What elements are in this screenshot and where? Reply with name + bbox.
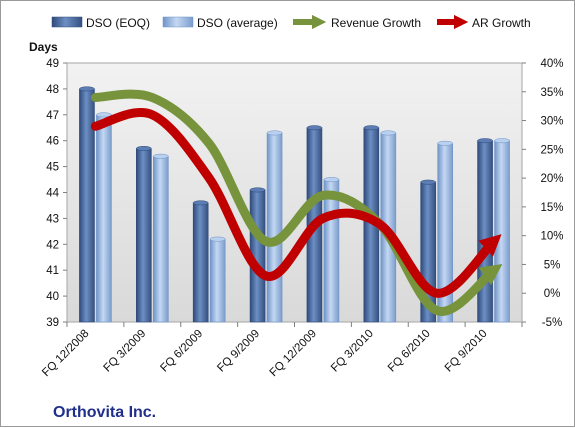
- bar-dso-eoq: [136, 148, 152, 323]
- legend: DSO (EOQ) DSO (average) Revenue Growth A…: [51, 14, 531, 30]
- right-tick-label: 40%: [540, 58, 563, 70]
- left-tick-label: 42: [46, 239, 59, 251]
- x-tick-label: FQ 6/2010: [386, 328, 433, 375]
- right-tick-label: -5%: [542, 317, 562, 329]
- line-revenue-growth: [90, 89, 503, 316]
- bar-dso-eoq-cap: [420, 179, 436, 185]
- legend-label-ar-growth: AR Growth: [472, 16, 531, 30]
- bar-dso-eoq-cap: [249, 187, 266, 193]
- left-tick-label: 47: [46, 110, 59, 122]
- bar-dso-average-cap: [266, 130, 283, 136]
- y-axis-title: Days: [29, 40, 58, 54]
- bar-dso-average: [209, 238, 226, 323]
- bar-dso-average: [153, 155, 169, 323]
- x-tick-label: FQ 9/2010: [443, 328, 490, 375]
- bar-dso-average-cap: [96, 112, 112, 118]
- right-tick-label: 20%: [540, 173, 563, 185]
- right-tick-label: 0%: [544, 288, 561, 300]
- bar-dso-average-cap: [494, 138, 510, 144]
- x-tick-label: FQ 3/2009: [102, 328, 149, 375]
- legend-swatch-dso-average: [162, 16, 194, 28]
- bar-dso-average: [494, 140, 510, 323]
- x-tick-label: FQ 6/2009: [158, 328, 205, 375]
- x-tick-label: FQ 9/2009: [215, 328, 262, 375]
- bar-dso-eoq-cap: [363, 125, 380, 131]
- bar-dso-eoq: [477, 140, 493, 323]
- bar-dso-average: [266, 132, 283, 323]
- legend-label-dso-eoq: DSO (EOQ): [86, 16, 150, 30]
- right-tick-label: 30%: [540, 116, 563, 128]
- line-ar-growth: [90, 108, 502, 298]
- right-axis: -5% 0% 5% 10% 15% 20% 25% 30% 35% 40%: [522, 58, 564, 329]
- left-tick-label: 43: [46, 213, 59, 225]
- bar-dso-eoq-cap: [192, 200, 209, 206]
- left-axis: 39 40 41 42 43 44 45 46 47 48 49: [46, 58, 67, 329]
- legend-swatch-dso-eoq: [51, 16, 83, 28]
- left-tick-label: 40: [46, 291, 59, 303]
- right-tick-label: 25%: [540, 144, 563, 156]
- x-axis: FQ 12/2008 FQ 3/2009 FQ 6/2009 FQ 9/2009 FQ …: [40, 322, 523, 379]
- right-tick-label: 5%: [544, 259, 561, 271]
- left-tick-label: 44: [46, 188, 59, 200]
- left-tick-label: 49: [46, 58, 59, 70]
- left-tick-label: 48: [46, 84, 59, 96]
- bar-dso-eoq-cap: [306, 125, 323, 131]
- bar-dso-average-cap: [437, 140, 453, 146]
- bar-dso-average-cap: [209, 236, 226, 242]
- bar-dso-average-cap: [323, 177, 340, 183]
- left-tick-label: 45: [46, 162, 59, 174]
- x-tick-label: FQ 12/2008: [40, 328, 91, 379]
- left-tick-label: 46: [46, 136, 59, 148]
- bar-dso-eoq-cap: [136, 146, 152, 151]
- bar-dso-eoq: [192, 202, 209, 323]
- right-tick-label: 10%: [540, 231, 563, 243]
- right-tick-label: 35%: [540, 87, 563, 99]
- right-tick-label: 15%: [540, 202, 563, 214]
- legend-label-revenue-growth: Revenue Growth: [331, 16, 421, 30]
- bar-dso-average: [96, 114, 112, 323]
- x-tick-label: FQ 12/2009: [268, 328, 319, 379]
- bar-dso-eoq-cap: [79, 86, 95, 92]
- bar-dso-average: [323, 179, 340, 323]
- company-name: Orthovita Inc.: [53, 404, 156, 421]
- left-tick-label: 39: [46, 317, 59, 329]
- x-tick-label: FQ 3/2010: [329, 328, 376, 375]
- legend-label-dso-average: DSO (average): [197, 16, 278, 30]
- bar-dso-average-cap: [153, 153, 169, 159]
- bar-dso-eoq-cap: [477, 138, 493, 144]
- lines-layer: [90, 89, 503, 316]
- bar-dso-average-cap: [380, 130, 397, 136]
- left-tick-label: 41: [46, 265, 59, 277]
